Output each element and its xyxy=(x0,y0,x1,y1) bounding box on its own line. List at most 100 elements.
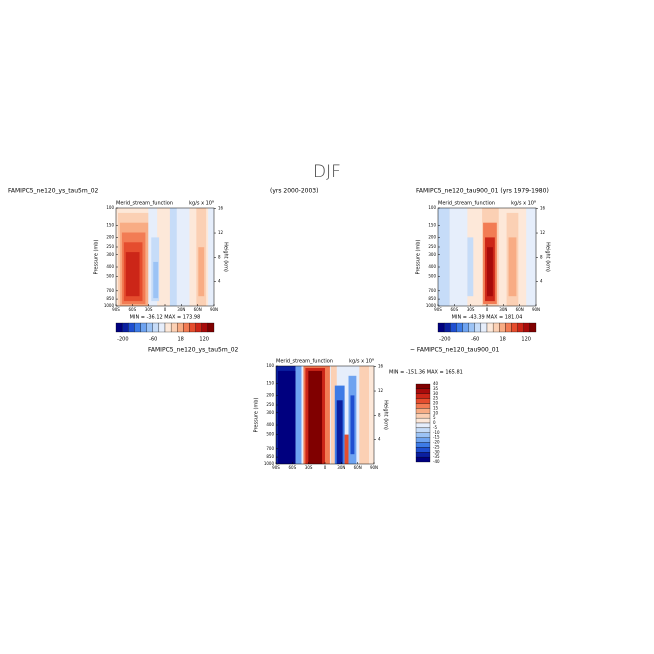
y-tick-label: 100 xyxy=(266,363,274,368)
x-tick-label: 0 xyxy=(324,465,327,470)
colorbar-box xyxy=(443,322,451,333)
colorbar-box xyxy=(415,432,431,438)
case-label: FAMIPC5_ne120_ys_tau5m_02 xyxy=(148,347,239,354)
colorbar-label: 15 xyxy=(433,405,439,410)
panel-title: Merid_stream_function xyxy=(116,201,173,207)
colorbar-box xyxy=(415,442,431,448)
x-tick-label: 90S xyxy=(272,465,280,470)
figure-title: DJF xyxy=(313,162,341,182)
x-tick-label: 60N xyxy=(516,307,524,312)
y-tick-label: 300 xyxy=(428,252,436,257)
contour-band xyxy=(308,370,323,464)
contour-band xyxy=(369,366,374,464)
x-tick-label: 30N xyxy=(337,465,345,470)
y-tick-label: 1000 xyxy=(264,461,275,466)
colorbar-label: 120 xyxy=(199,337,209,343)
colorbar-box xyxy=(415,393,431,399)
x-tick-label: 0 xyxy=(164,307,167,312)
colorbar-box xyxy=(437,322,445,333)
colorbar-box xyxy=(177,322,184,333)
colorbar-box xyxy=(121,322,129,333)
x-tick-label: 90N xyxy=(532,307,540,312)
contour-band xyxy=(153,261,159,299)
x-tick-label: 60S xyxy=(129,307,137,312)
colorbar-box xyxy=(415,417,431,424)
contour-band xyxy=(176,208,190,306)
contour-band xyxy=(198,247,205,297)
colorbar-box xyxy=(201,322,209,333)
panel-title: Merid_stream_function xyxy=(276,359,333,365)
y2-tick-label: 16 xyxy=(540,206,546,211)
case-label: FAMIPC5_ne120_ys_tau5m_02 xyxy=(8,188,99,195)
colorbar-box xyxy=(128,322,135,333)
x-tick-label: 60S xyxy=(451,307,459,312)
min-max: MIN = -36.12 MAX = 173.98 xyxy=(130,315,201,321)
colorbar-box xyxy=(415,398,431,404)
colorbar-box xyxy=(415,447,431,453)
x-tick-label: 30S xyxy=(305,465,313,470)
colorbar-box xyxy=(517,322,524,333)
y2-tick-label: 8 xyxy=(540,254,543,259)
y2-tick-label: 16 xyxy=(218,206,224,211)
contour-band xyxy=(208,208,214,306)
y-tick-label: 700 xyxy=(266,446,274,451)
y-tick-label: 200 xyxy=(106,235,114,240)
colorbar-box xyxy=(523,322,531,333)
y-tick-label: 400 xyxy=(266,422,274,427)
colorbar-box xyxy=(415,408,431,414)
y-axis-label: Pressure (mb) xyxy=(416,240,422,275)
y-axis-label: Pressure (mb) xyxy=(254,398,260,433)
colorbar-label: -60 xyxy=(149,337,157,343)
contour-band xyxy=(336,400,343,464)
case-label: ~ FAMIPC5_ne120_tau900_01 xyxy=(410,347,500,354)
colorbar-box xyxy=(158,322,166,333)
colorbar-box xyxy=(115,322,123,333)
colorbar-label: 20 xyxy=(433,401,439,406)
colorbar-label: -5 xyxy=(433,425,437,430)
colorbar-box xyxy=(486,322,494,333)
colorbar-label: -20 xyxy=(433,440,440,445)
y-tick-label: 300 xyxy=(106,252,114,257)
colorbar-box xyxy=(170,322,178,333)
units-label: kg/s x 10⁹ xyxy=(349,359,374,365)
colorbar-label: -200 xyxy=(439,337,450,343)
y2-tick-label: 4 xyxy=(540,279,543,284)
colorbar-box xyxy=(152,322,160,333)
colorbar-label: -60 xyxy=(471,337,479,343)
contour-field xyxy=(276,366,374,464)
y2-axis-label: Height (km) xyxy=(383,400,389,430)
y-tick-label: 100 xyxy=(106,205,114,210)
colorbar-box xyxy=(468,322,475,333)
x-tick-label: 30N xyxy=(499,307,507,312)
y-tick-label: 250 xyxy=(428,244,436,249)
min-max: MIN = -43.39 MAX = 181.04 xyxy=(452,315,523,321)
x-tick-label: 0 xyxy=(486,307,489,312)
contour-field xyxy=(438,208,536,306)
colorbar-box xyxy=(474,322,482,333)
colorbar-box xyxy=(415,427,431,433)
units-label: kg/s x 10⁹ xyxy=(189,201,214,207)
colorbar-label: 30 xyxy=(433,391,439,396)
y-tick-label: 500 xyxy=(106,273,114,278)
colorbar-label: -30 xyxy=(433,449,440,454)
x-tick-label: 90S xyxy=(434,307,442,312)
colorbar-box xyxy=(415,383,431,390)
colorbar-box xyxy=(183,322,190,333)
colorbar-label: 25 xyxy=(433,396,439,401)
contour-band xyxy=(487,247,493,297)
contour-band xyxy=(467,237,474,297)
y2-tick-label: 12 xyxy=(540,230,546,235)
colorbar-label: -40 xyxy=(433,459,440,464)
y-tick-label: 200 xyxy=(266,393,274,398)
contour-band xyxy=(526,208,536,306)
contour-band xyxy=(344,434,349,464)
contour-band xyxy=(508,237,517,297)
colorbar-box xyxy=(415,437,431,443)
y2-tick-label: 4 xyxy=(378,437,381,442)
y2-tick-label: 12 xyxy=(218,230,224,235)
contour-band xyxy=(330,366,337,464)
contour-band xyxy=(277,370,296,464)
colorbar-label: 40 xyxy=(433,381,439,386)
colorbar-box xyxy=(146,322,153,333)
